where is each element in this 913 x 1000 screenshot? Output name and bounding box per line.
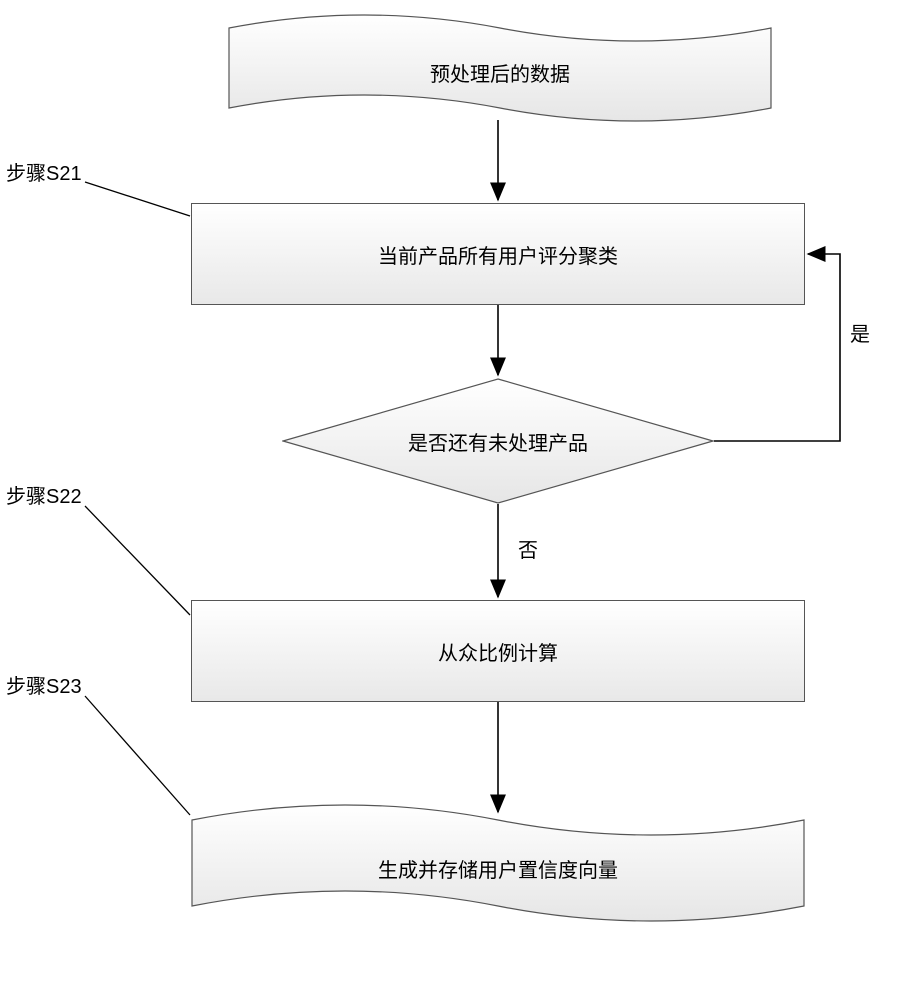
start-node: 预处理后的数据 [228,10,772,130]
decision-node: 是否还有未处理产品 [282,378,714,504]
flowchart-canvas: 预处理后的数据 当前产品所有用户评分聚类 是否还有未处理产品 从众比例计算 [0,0,913,1000]
edge-label-yes: 是 [850,318,870,347]
start-label: 预处理后的数据 [228,58,772,87]
end-label: 生成并存储用户置信度向量 [191,854,805,883]
decision-label: 是否还有未处理产品 [282,378,714,504]
step-label-s22: 步骤S22 [6,480,82,509]
process-s21-label: 当前产品所有用户评分聚类 [378,240,618,269]
end-node: 生成并存储用户置信度向量 [191,800,805,930]
process-s21: 当前产品所有用户评分聚类 [191,203,805,305]
step-label-s23: 步骤S23 [6,670,82,699]
step-label-s21: 步骤S21 [6,157,82,186]
edge-label-no: 否 [518,534,538,563]
process-s22: 从众比例计算 [191,600,805,702]
process-s22-label: 从众比例计算 [438,637,558,666]
